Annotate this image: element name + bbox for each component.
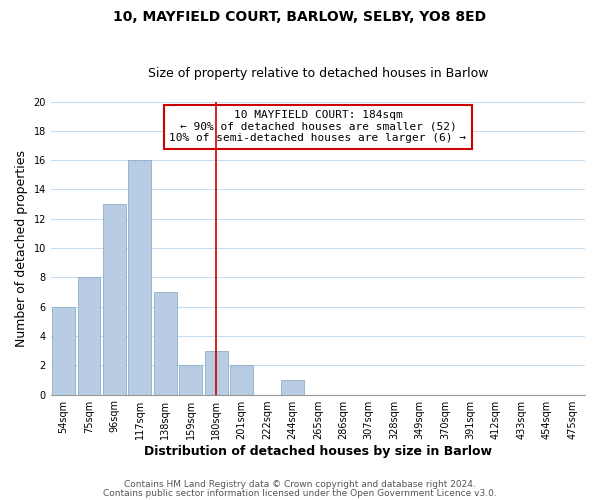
Bar <box>281 380 304 394</box>
Bar <box>103 204 126 394</box>
Bar <box>205 350 227 395</box>
Text: 10, MAYFIELD COURT, BARLOW, SELBY, YO8 8ED: 10, MAYFIELD COURT, BARLOW, SELBY, YO8 8… <box>113 10 487 24</box>
Y-axis label: Number of detached properties: Number of detached properties <box>15 150 28 346</box>
Bar <box>179 366 202 394</box>
Title: Size of property relative to detached houses in Barlow: Size of property relative to detached ho… <box>148 66 488 80</box>
Bar <box>128 160 151 394</box>
X-axis label: Distribution of detached houses by size in Barlow: Distribution of detached houses by size … <box>144 444 492 458</box>
Text: 10 MAYFIELD COURT: 184sqm
← 90% of detached houses are smaller (52)
10% of semi-: 10 MAYFIELD COURT: 184sqm ← 90% of detac… <box>169 110 466 144</box>
Bar <box>154 292 177 394</box>
Text: Contains HM Land Registry data © Crown copyright and database right 2024.: Contains HM Land Registry data © Crown c… <box>124 480 476 489</box>
Bar <box>52 306 75 394</box>
Bar <box>77 278 100 394</box>
Text: Contains public sector information licensed under the Open Government Licence v3: Contains public sector information licen… <box>103 489 497 498</box>
Bar <box>230 366 253 394</box>
